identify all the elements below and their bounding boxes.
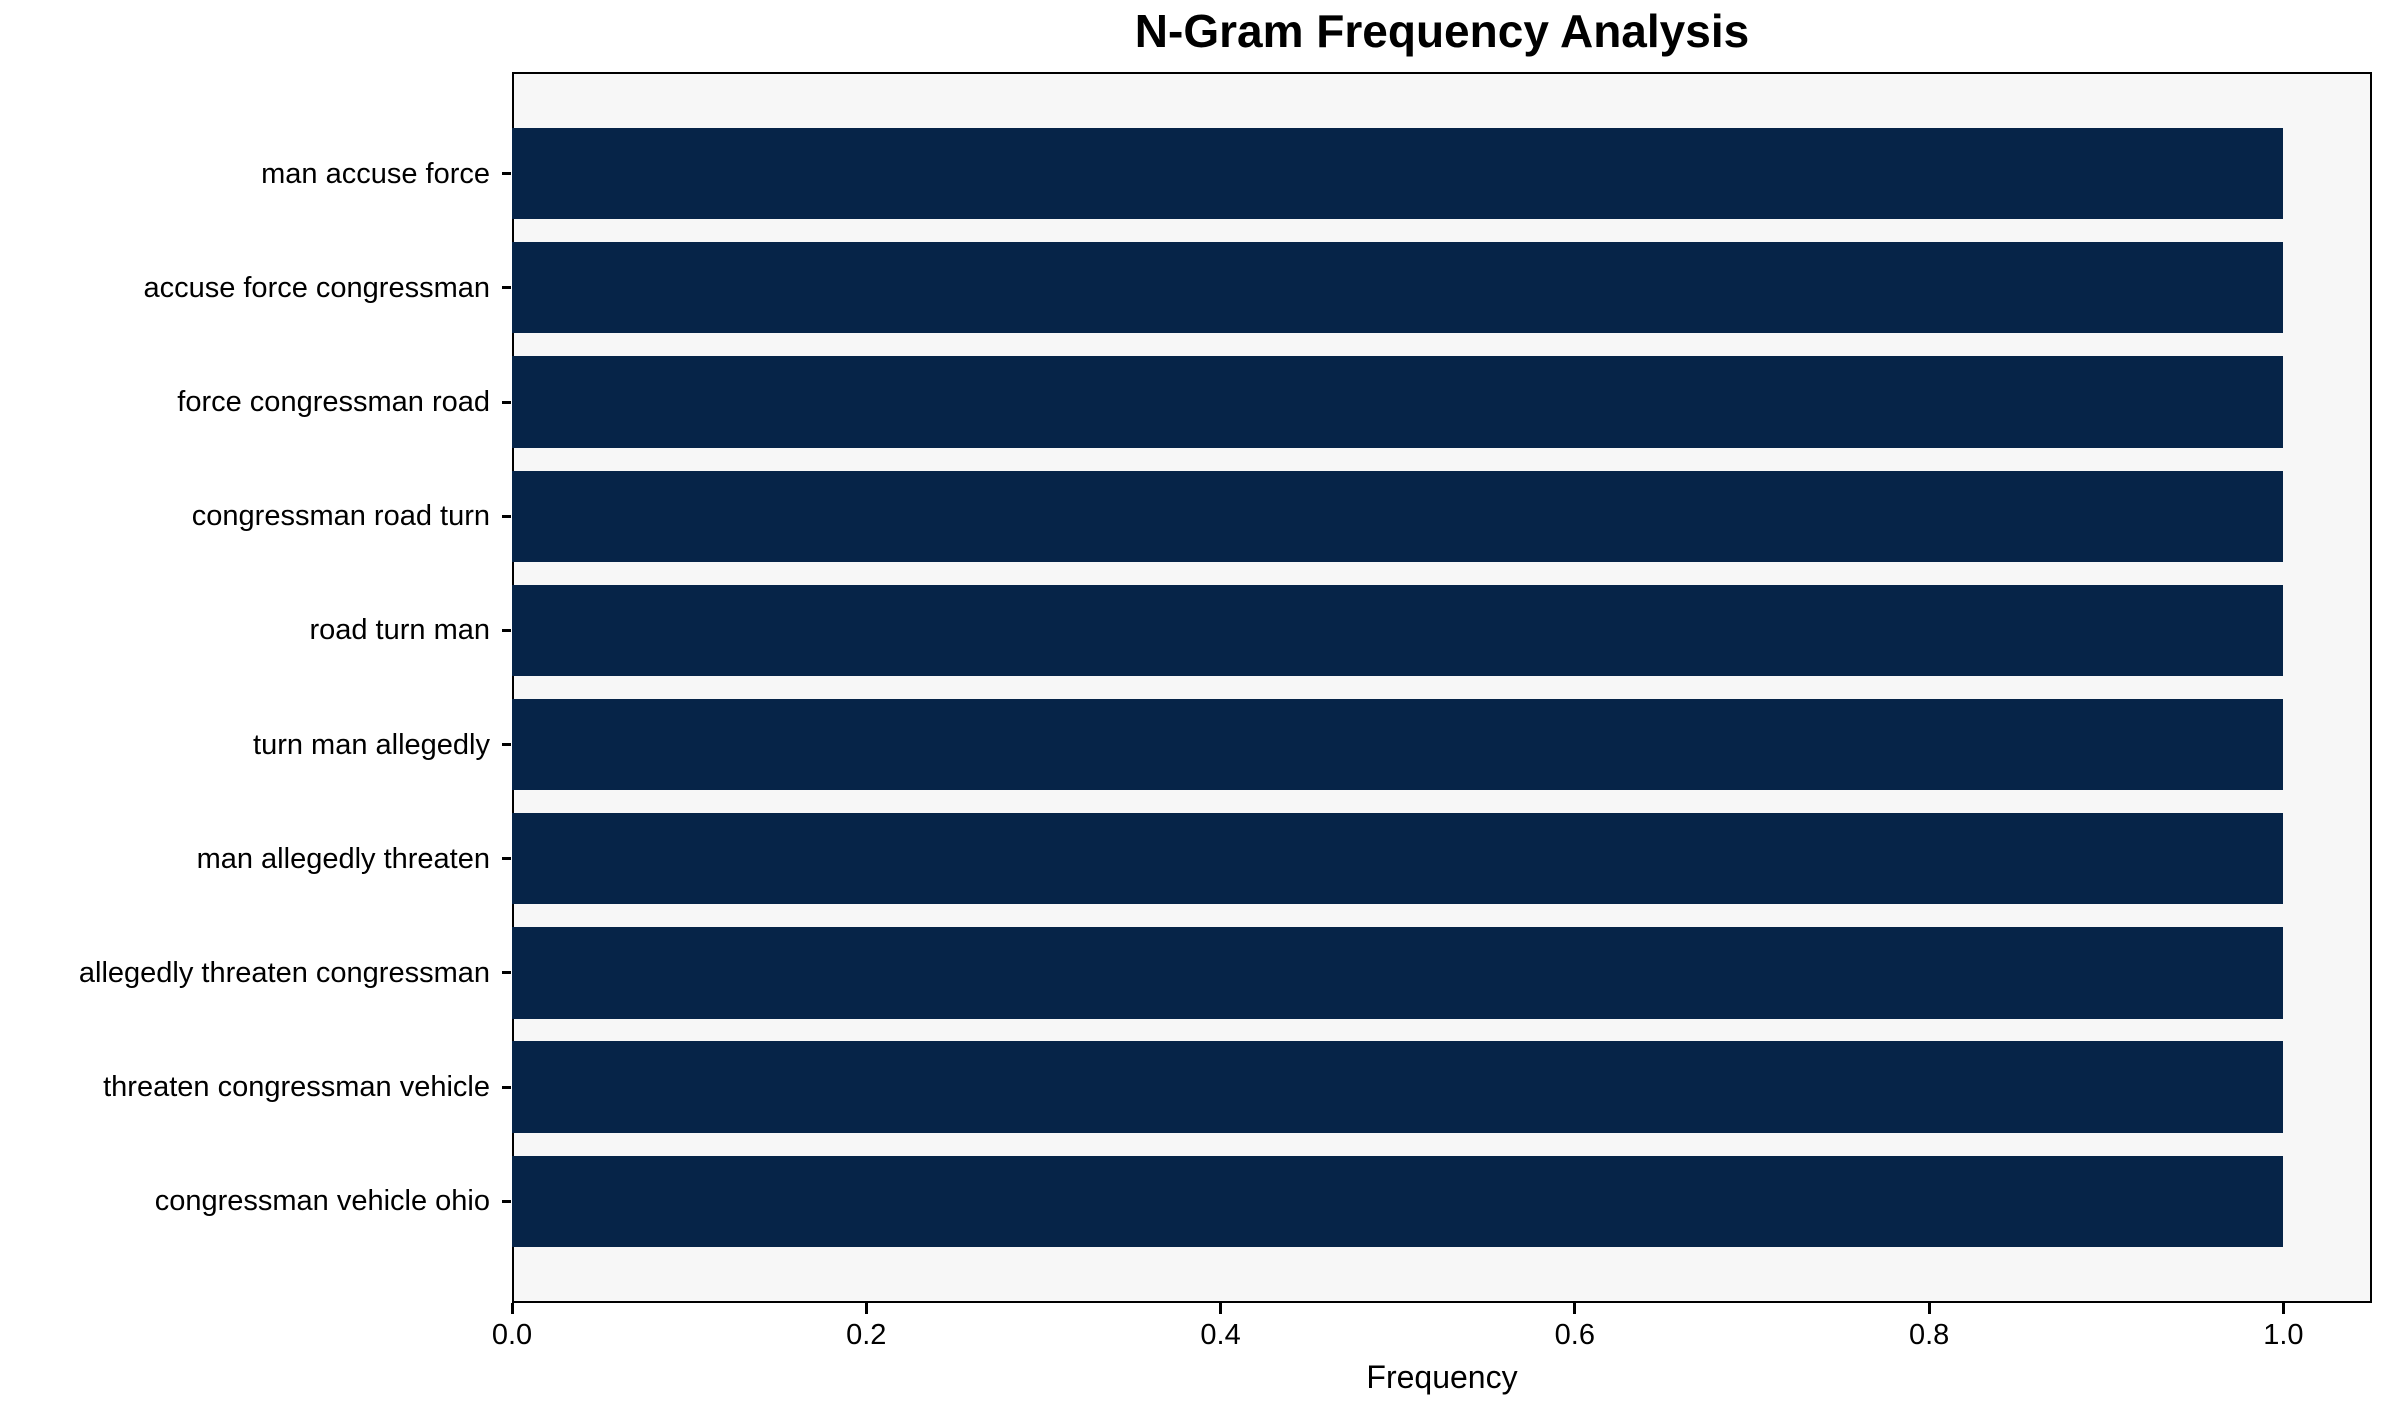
- y-tick-label: accuse force congressman: [143, 271, 490, 304]
- x-axis-title: Frequency: [1366, 1359, 1518, 1395]
- y-tick-mark: [502, 172, 511, 176]
- x-tick-mark: [2281, 1303, 2285, 1314]
- y-tick-mark: [502, 628, 511, 632]
- y-tick-mark: [502, 971, 511, 975]
- y-tick-label: man allegedly threaten: [196, 842, 490, 875]
- bar: [512, 470, 2284, 562]
- x-tick-mark: [1219, 1303, 1223, 1314]
- bar: [512, 813, 2284, 905]
- x-tick-label: 0.8: [1908, 1319, 1950, 1351]
- y-tick-mark: [502, 514, 511, 518]
- y-tick-label: turn man allegedly: [253, 728, 490, 761]
- x-tick-mark: [1573, 1303, 1577, 1314]
- x-tick-mark: [510, 1303, 514, 1314]
- y-tick-mark: [502, 286, 511, 290]
- x-tick-label: 0.0: [491, 1319, 533, 1351]
- x-tick-label: 0.6: [1554, 1319, 1595, 1351]
- bar: [512, 242, 2284, 334]
- x-tick-label: 0.2: [846, 1319, 887, 1351]
- y-tick-mark: [502, 1199, 511, 1203]
- y-tick-mark: [502, 400, 511, 404]
- y-tick-label: allegedly threaten congressman: [78, 956, 490, 989]
- x-tick-label: 1.0: [2263, 1319, 2304, 1351]
- y-tick-mark: [502, 857, 511, 861]
- bar: [512, 127, 2284, 220]
- bar: [512, 1155, 2284, 1248]
- chart-title: N-Gram Frequency Analysis: [1134, 5, 1750, 57]
- x-tick-mark: [1927, 1303, 1931, 1314]
- y-tick-label: congressman vehicle ohio: [154, 1185, 490, 1218]
- y-tick-label: threaten congressman vehicle: [103, 1071, 490, 1104]
- bar: [512, 1041, 2284, 1133]
- x-tick-mark: [864, 1303, 868, 1314]
- y-tick-label: road turn man: [309, 614, 490, 647]
- x-tick-label: 0.4: [1200, 1319, 1241, 1351]
- y-tick-mark: [502, 743, 511, 747]
- bar: [512, 584, 2284, 677]
- y-tick-label: man accuse force: [261, 157, 490, 190]
- bar: [512, 927, 2284, 1019]
- y-tick-label: force congressman road: [177, 386, 490, 419]
- y-tick-label: congressman road turn: [191, 500, 490, 533]
- y-tick-mark: [502, 1085, 511, 1089]
- bar: [512, 356, 2284, 448]
- bar: [512, 698, 2284, 791]
